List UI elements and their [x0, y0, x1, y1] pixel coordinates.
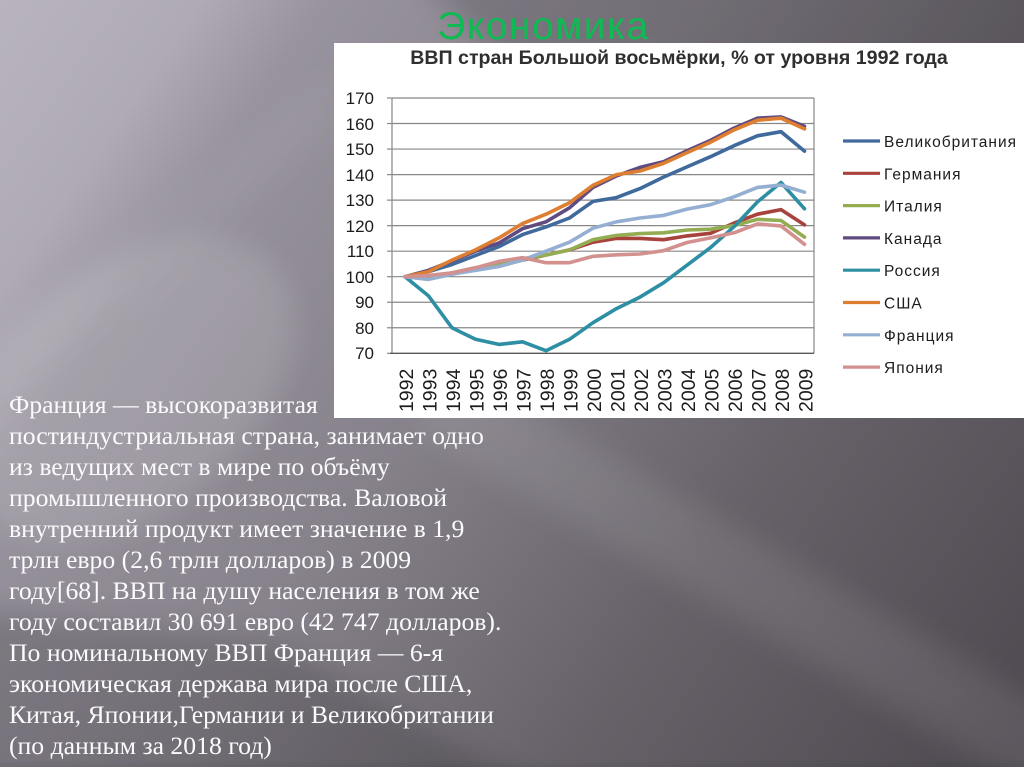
svg-text:2007: 2007: [749, 369, 771, 412]
svg-text:США: США: [884, 296, 923, 313]
svg-text:1992: 1992: [396, 369, 418, 412]
svg-text:140: 140: [346, 166, 374, 185]
svg-text:90: 90: [355, 293, 374, 312]
svg-text:1996: 1996: [490, 369, 512, 412]
svg-text:1998: 1998: [537, 369, 559, 412]
svg-text:1993: 1993: [420, 369, 442, 412]
svg-text:110: 110: [347, 242, 374, 261]
svg-text:2004: 2004: [678, 368, 700, 412]
svg-text:160: 160: [346, 115, 374, 134]
svg-text:Германия: Германия: [884, 166, 962, 183]
svg-text:2008: 2008: [772, 369, 794, 412]
svg-text:130: 130: [346, 191, 374, 210]
svg-text:150: 150: [346, 140, 374, 159]
svg-text:Франция: Франция: [884, 328, 955, 345]
svg-text:1994: 1994: [443, 368, 465, 412]
svg-text:ВВП стран Большой восьмёрки, %: ВВП стран Большой восьмёрки, % от уровня…: [410, 47, 949, 69]
svg-text:70: 70: [355, 344, 374, 363]
svg-text:2001: 2001: [608, 369, 630, 412]
svg-text:170: 170: [346, 89, 374, 108]
svg-text:2003: 2003: [655, 369, 677, 412]
svg-text:1999: 1999: [561, 369, 583, 412]
svg-text:2009: 2009: [796, 369, 818, 412]
svg-text:Италия: Италия: [884, 199, 943, 216]
svg-text:Канада: Канада: [884, 231, 943, 248]
svg-text:100: 100: [346, 268, 374, 287]
svg-text:2005: 2005: [702, 368, 724, 412]
svg-text:Япония: Япония: [884, 360, 944, 377]
svg-text:2000: 2000: [584, 368, 606, 412]
svg-text:Великобритания: Великобритания: [884, 134, 1017, 151]
svg-text:2006: 2006: [725, 369, 747, 412]
svg-text:120: 120: [346, 217, 374, 236]
svg-text:1997: 1997: [514, 369, 536, 412]
svg-text:1995: 1995: [467, 368, 489, 412]
svg-text:2002: 2002: [631, 369, 653, 412]
svg-text:Россия: Россия: [884, 263, 941, 280]
svg-text:80: 80: [355, 319, 374, 338]
